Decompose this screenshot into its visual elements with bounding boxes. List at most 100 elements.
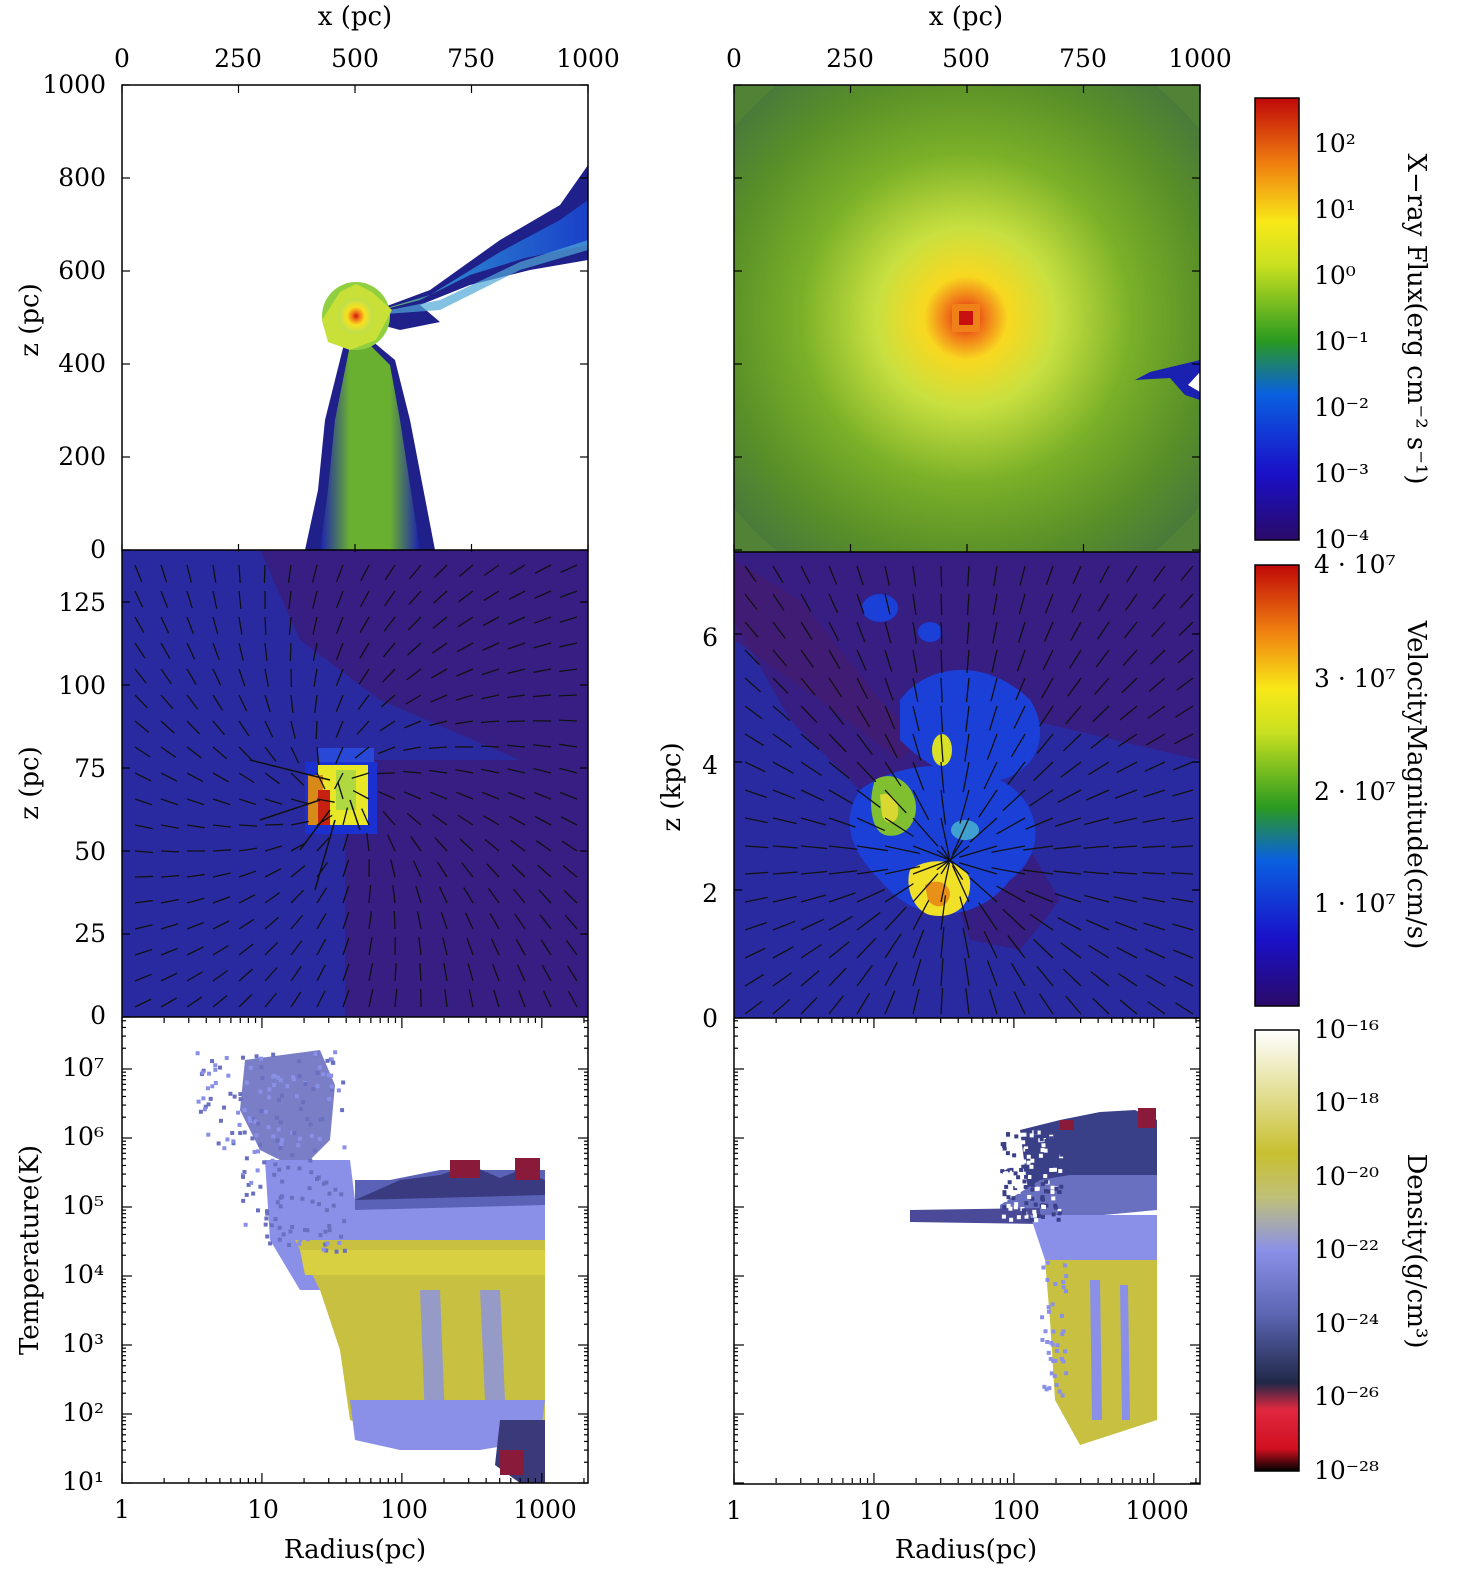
velocity-arrow <box>559 767 578 774</box>
velocity-arrow <box>134 720 150 734</box>
phase-point <box>1004 1162 1009 1167</box>
velocity-arrow <box>383 616 396 632</box>
phase-point <box>1032 1209 1037 1214</box>
phase-point <box>283 1200 288 1205</box>
phase-point <box>302 1227 307 1232</box>
velocity-arrow <box>1057 916 1082 931</box>
velocity-arrow <box>856 593 865 614</box>
velocity-arrow <box>288 616 292 635</box>
velocity-arrow <box>516 964 526 982</box>
velocity-arrow <box>212 824 231 828</box>
phase-point <box>1030 1158 1035 1163</box>
velocity-arrow <box>884 593 891 615</box>
velocity-arrow <box>800 621 813 640</box>
phase-point <box>1003 1197 1008 1202</box>
velocity-arrow <box>828 761 850 779</box>
velocity-arrow <box>455 694 474 701</box>
velocity-arrow <box>1033 939 1054 959</box>
velocity-arrow <box>828 817 856 828</box>
velocity-arrow <box>533 767 552 774</box>
velocity-arrow <box>828 845 858 850</box>
velocity-arrow <box>996 817 1026 835</box>
velocity-arrow <box>1018 593 1026 615</box>
tick-ml-y-75: 75 <box>74 754 106 783</box>
velocity-arrow <box>1114 921 1138 931</box>
tick-tr-x-4: 1000 <box>1168 44 1232 73</box>
velocity-arrow <box>912 959 922 987</box>
velocity-arrow <box>212 668 222 686</box>
phase-point <box>1061 1285 1066 1290</box>
phase-point <box>1051 1329 1056 1334</box>
phase-point <box>1002 1190 1007 1195</box>
velocity-arrow <box>290 965 302 982</box>
velocity-arrow <box>533 694 552 698</box>
velocity-arrow <box>238 918 255 930</box>
velocity-arrow <box>884 845 921 855</box>
velocity-arrow <box>134 798 153 806</box>
bottom-right-x-ticklabels: 1 10 100 1000 <box>726 1496 1189 1525</box>
phase-point <box>311 1087 316 1092</box>
velocity-arrow <box>1119 705 1138 721</box>
colorbar-density-ticklabels: 10⁻¹⁶ 10⁻¹⁸ 10⁻²⁰ 10⁻²² 10⁻²⁴ 10⁻²⁶ 10⁻²… <box>1314 1015 1379 1485</box>
phase-point <box>1033 1213 1038 1218</box>
velocity-arrow <box>1174 733 1194 745</box>
velocity-arrow <box>238 746 253 761</box>
phase-point <box>277 1225 282 1230</box>
tick-bl-y-1e1: 10¹ <box>62 1467 104 1496</box>
phase-point <box>342 1219 347 1224</box>
velocity-arrow <box>828 870 858 875</box>
velocity-arrow <box>134 694 148 709</box>
tick-tr-x-1: 250 <box>826 44 874 73</box>
tick-tl-y-800: 800 <box>58 163 106 192</box>
phase-point <box>246 1182 251 1187</box>
phase-point <box>225 1137 230 1142</box>
phase-point <box>1005 1132 1010 1137</box>
phase-point <box>1045 1339 1050 1344</box>
velocity-arrow <box>410 835 422 852</box>
velocity-arrow <box>311 564 318 583</box>
velocity-arrow <box>940 845 964 880</box>
velocity-arrow <box>1084 894 1110 903</box>
phase-point <box>258 1089 263 1094</box>
phase-point <box>1030 1183 1035 1188</box>
panel-bottom-left <box>122 1017 588 1483</box>
tick-br-x-1000: 1000 <box>1125 1496 1189 1525</box>
phase-point <box>1059 1152 1064 1157</box>
velocity-arrow <box>1088 761 1110 776</box>
velocity-arrow <box>212 590 218 609</box>
velocity-arrow <box>335 694 344 712</box>
phase-point <box>325 1241 330 1246</box>
velocity-arrow <box>492 963 500 982</box>
velocity-arrow <box>884 761 902 787</box>
velocity-arrow <box>442 937 448 956</box>
xray-hotspot <box>338 298 374 334</box>
velocity-arrow <box>744 845 769 849</box>
velocity-arrow <box>186 873 205 878</box>
velocity-arrow <box>744 896 768 903</box>
phase-point <box>308 1122 313 1127</box>
velocity-arrow <box>315 720 318 740</box>
velocity-arrow <box>538 889 552 904</box>
velocity-arrow <box>359 590 370 608</box>
tick-br-x-10: 10 <box>859 1496 891 1525</box>
phase-point <box>1051 1359 1056 1364</box>
velocity-arrow <box>238 772 255 784</box>
velocity-arrow <box>940 789 947 825</box>
velocity-arrow <box>186 772 204 783</box>
velocity-arrow <box>316 798 335 803</box>
velocity-arrow <box>1113 896 1138 903</box>
cb1-tick-0: 10² <box>1314 129 1356 158</box>
velocity-arrow <box>357 694 370 710</box>
velocity-arrow <box>381 694 396 708</box>
velocity-arrow <box>535 840 552 852</box>
phase-point <box>1037 1141 1042 1146</box>
velocity-arrow <box>966 649 970 674</box>
velocity-arrow <box>352 790 370 800</box>
velocity-arrow <box>134 642 146 659</box>
velocity-arrow <box>912 621 918 644</box>
colorbar-xray-label: X−ray Flux(erg cm⁻² s⁻¹) <box>1401 153 1431 484</box>
phase-point <box>308 1200 313 1205</box>
velocity-arrow <box>509 564 526 575</box>
velocity-arrow <box>800 761 822 777</box>
velocity-arrow <box>1038 993 1054 1015</box>
